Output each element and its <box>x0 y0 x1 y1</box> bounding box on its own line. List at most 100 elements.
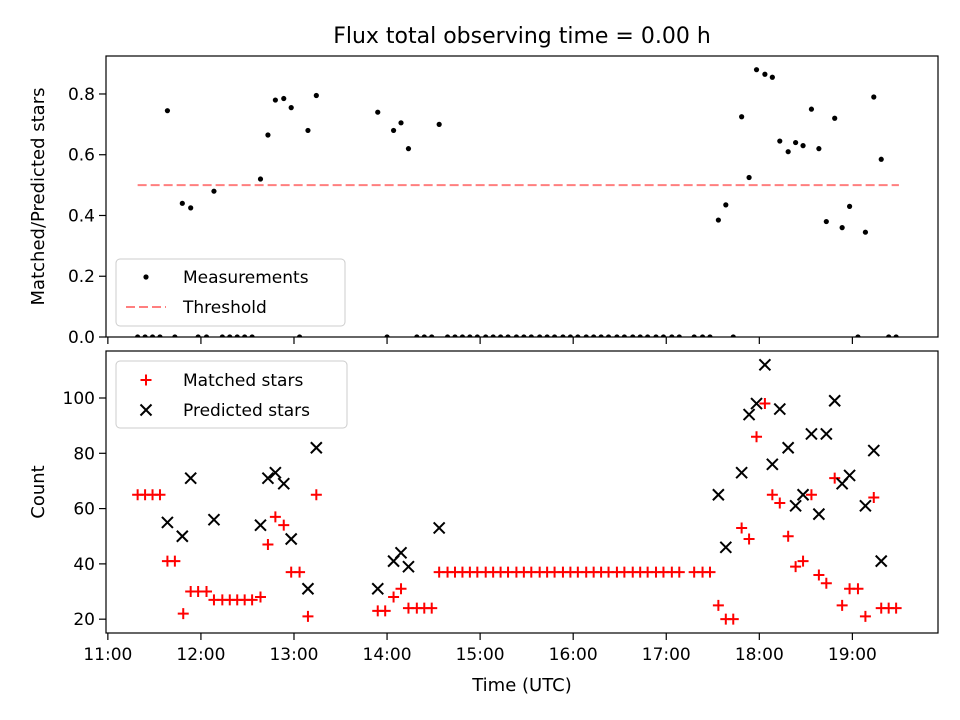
predicted-star-point <box>828 394 841 407</box>
measurement-point <box>551 334 558 337</box>
measurement-point <box>513 334 520 337</box>
measurement-point <box>621 334 627 337</box>
matched-star-point <box>395 583 407 595</box>
matched-star-point <box>278 519 290 531</box>
measurement-point <box>816 146 822 152</box>
y-tick-label: 0.6 <box>68 146 95 166</box>
measurement-point <box>375 109 381 115</box>
measurement-point <box>398 120 404 126</box>
measurement-point <box>296 334 303 337</box>
predicted-star-point <box>875 554 888 568</box>
legend-predicted-marker <box>139 403 153 417</box>
matched-star-point <box>797 555 809 567</box>
measurement-point <box>707 334 713 337</box>
measurement-point <box>234 334 240 337</box>
measurement-point <box>405 146 412 152</box>
x-tick-label: 19:00 <box>828 645 877 665</box>
predicted-star-point <box>277 477 290 490</box>
measurement-point <box>762 71 768 77</box>
y-tick-label: 100 <box>63 389 95 409</box>
x-tick-label: 14:00 <box>363 645 412 665</box>
measurement-point <box>723 202 729 208</box>
y-tick-label: 60 <box>73 500 95 520</box>
measurement-point <box>421 334 427 337</box>
measurement-point <box>436 121 442 127</box>
measurement-point <box>474 334 480 337</box>
legend-box <box>115 258 346 327</box>
measurement-point <box>249 334 255 337</box>
measurement-point <box>575 334 581 337</box>
measurement-point <box>800 143 806 149</box>
measurement-point <box>265 132 271 138</box>
x-tick-label: 11:00 <box>83 645 132 665</box>
measurement-point <box>528 334 534 337</box>
measurement-point <box>490 334 496 337</box>
measurement-point <box>560 334 566 337</box>
measurement-point <box>444 334 451 337</box>
ratio-panel-plot-area <box>135 67 899 337</box>
count-panel-frame <box>105 350 939 634</box>
matched-star-point <box>426 602 438 614</box>
legend-label-predicted: Predicted stars <box>183 401 310 421</box>
y-tick-label: 40 <box>73 555 95 575</box>
measurement-point <box>676 334 682 337</box>
measurement-point <box>142 334 148 337</box>
measurement-point <box>878 156 884 162</box>
matched-star-point <box>169 555 181 567</box>
matched-star-point <box>712 599 724 611</box>
y-tick-label: 0.0 <box>68 328 95 348</box>
measurement-point <box>832 115 838 121</box>
matched-star-point <box>759 398 771 410</box>
predicted-star-point <box>843 469 856 482</box>
measurement-point <box>583 334 589 337</box>
measurement-point <box>467 334 473 337</box>
measurement-point <box>637 334 643 337</box>
measurement-point <box>157 334 163 337</box>
y-axis-label: Matched/Predicted stars <box>28 88 49 306</box>
measurement-point <box>149 334 156 337</box>
measurement-point <box>630 334 636 337</box>
measurement-point <box>591 334 597 337</box>
measurement-point <box>739 114 745 120</box>
y-tick-label: 80 <box>73 444 95 464</box>
predicted-star-point <box>742 408 756 421</box>
x-tick-label: 15:00 <box>456 645 505 665</box>
measurement-point <box>135 334 141 337</box>
legend: Measurements Threshold <box>115 258 346 327</box>
predicted-star-point <box>758 358 772 372</box>
predicted-star-point <box>750 397 763 410</box>
measurement-point <box>746 174 752 181</box>
x-tick-label: 13:00 <box>269 645 318 665</box>
legend-label-matched: Matched stars <box>183 371 303 391</box>
measurement-point <box>390 127 397 134</box>
measurement-point <box>537 334 543 337</box>
measurement-point <box>808 106 815 112</box>
matched-star-point <box>269 511 281 523</box>
measurement-point <box>414 334 420 337</box>
measurement-point <box>179 200 185 206</box>
legend-matched-marker <box>140 374 152 386</box>
measurement-point <box>164 108 171 114</box>
measurement-point <box>730 334 736 337</box>
measurement-point <box>669 334 675 337</box>
matched-star-point <box>766 489 778 501</box>
measurement-point <box>893 334 899 337</box>
x-tick-label: 12:00 <box>176 645 225 665</box>
y-tick-label: 0.4 <box>68 206 95 226</box>
legend-box <box>115 360 348 429</box>
predicted-star-point <box>284 532 298 546</box>
measurement-point <box>272 97 278 103</box>
predicted-star-point <box>176 530 189 543</box>
matched-star-point <box>743 533 755 545</box>
measurement-point <box>653 334 659 337</box>
ratio-panel: 0.0 0.2 0.4 0.6 0.8 Matched/Predicted stars Me… <box>28 55 939 348</box>
matched-star-point <box>774 497 786 509</box>
predicted-star-point <box>805 427 818 441</box>
predicted-star-point <box>269 466 282 479</box>
measurement-point <box>785 149 791 155</box>
y-tick-label: 0.8 <box>68 85 95 105</box>
matched-star-point <box>379 605 391 617</box>
measurement-point <box>544 334 550 337</box>
predicted-star-point <box>773 402 786 416</box>
measurement-point <box>855 334 861 337</box>
